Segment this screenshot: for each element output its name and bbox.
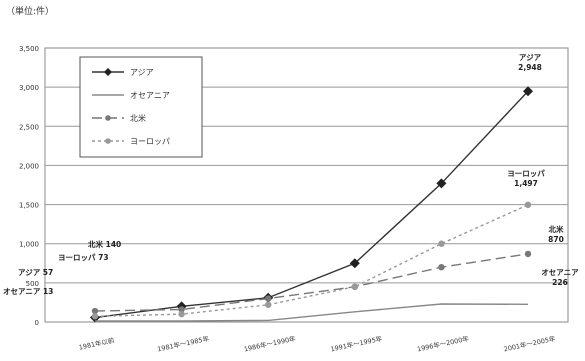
x-tick-labels: 1981年以前 1981年〜1985年 1986年〜1990年 1991年〜1995年… [78, 334, 557, 354]
series-line [94, 90, 529, 319]
end-value-label: オセアニア [541, 268, 579, 277]
y-tick-label: 0 [35, 319, 39, 327]
legend-marker [105, 138, 111, 144]
series-line [94, 204, 529, 317]
start-value-label: オセアニア 13 [3, 287, 53, 296]
x-tick-label: 1981年〜1985年 [156, 334, 210, 354]
data-point [523, 86, 533, 97]
legend-label: ヨーロッパ [130, 137, 170, 146]
data-point [438, 264, 445, 271]
series-line [94, 303, 529, 322]
legend-marker [105, 115, 111, 121]
y-tick-label: 1,000 [19, 241, 39, 249]
data-point [178, 310, 185, 318]
y-tick-label: 3,000 [19, 84, 39, 92]
x-tick-label: 1986年〜1990年 [243, 334, 297, 354]
data-point [91, 307, 99, 315]
series-group [90, 86, 533, 323]
data-point [349, 258, 360, 269]
data-point [91, 313, 99, 320]
end-value-label: アジア [519, 53, 542, 62]
data-point [438, 240, 445, 247]
y-tick-labels: 0 500 1,000 1,500 2,000 2,500 3,000 3,500 [19, 45, 39, 327]
start-value-label: アジア 57 [18, 268, 53, 277]
end-value-label: 2,948 [518, 63, 542, 72]
data-point [524, 201, 532, 209]
x-tick-label: 1981年以前 [78, 335, 116, 351]
start-value-label: ヨーロッパ 73 [58, 252, 109, 262]
x-tick-label: 1996年〜2000年 [416, 334, 470, 354]
unit-label: （単位:件） [6, 7, 55, 17]
y-tick-label: 3,500 [19, 45, 39, 53]
y-tick-label: 2,500 [19, 123, 39, 131]
x-tick-label: 1991年〜1995年 [330, 334, 384, 354]
start-value-label: 北米 140 [88, 239, 121, 249]
data-point [178, 306, 185, 313]
series-line [94, 253, 529, 312]
y-tick-label: 500 [26, 280, 39, 288]
end-value-label: 226 [552, 278, 568, 287]
data-point [351, 283, 358, 290]
end-value-label: ヨーロッパ [507, 168, 545, 178]
data-point [436, 178, 447, 189]
x-tick-label: 2001年〜2005年 [503, 334, 557, 354]
data-point [265, 301, 272, 308]
end-value-label: 北米 [549, 224, 564, 234]
data-point [265, 295, 272, 302]
end-value-label: 870 [548, 235, 564, 244]
legend-marker [104, 68, 112, 76]
data-point [524, 250, 532, 258]
legend-label: オセアニア [130, 91, 170, 100]
end-value-label: 1,497 [514, 179, 538, 188]
y-tick-label: 1,500 [19, 202, 39, 210]
legend-label: 北米 [130, 113, 146, 123]
legend-label: アジア [130, 68, 154, 77]
y-tick-label: 2,000 [19, 162, 39, 170]
